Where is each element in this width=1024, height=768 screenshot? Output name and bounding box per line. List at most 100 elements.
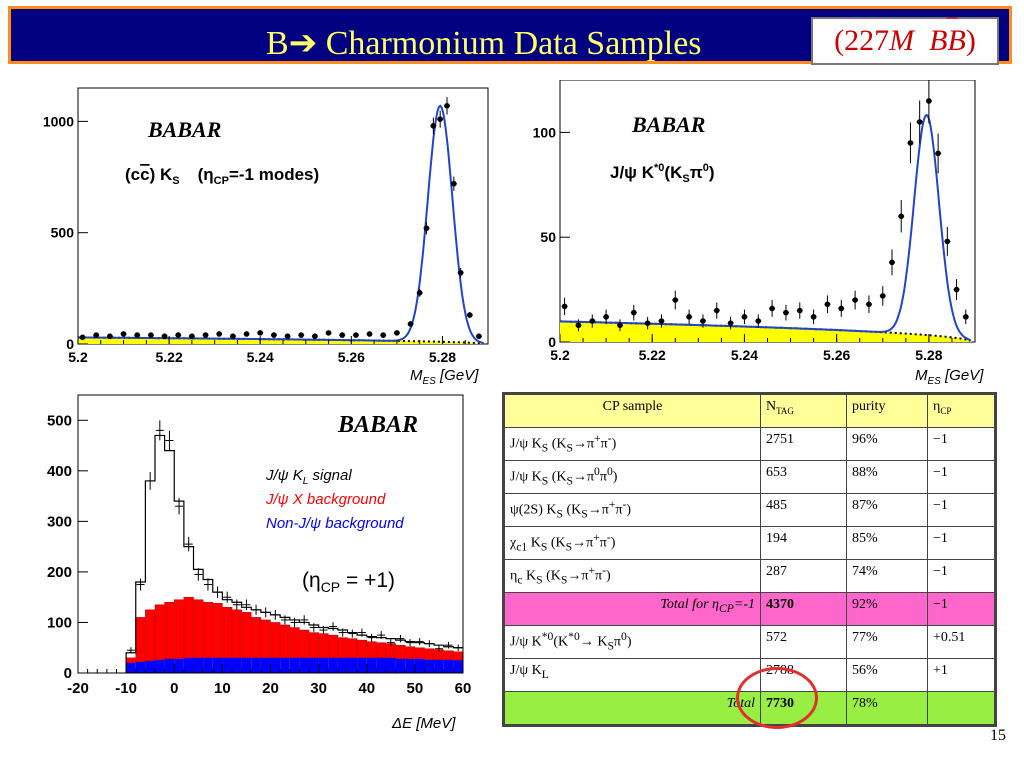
y-tick-label: 200 (47, 564, 72, 581)
y-tick-label: 500 (47, 412, 72, 429)
total-label: Total (503, 691, 761, 726)
data-point (796, 307, 803, 314)
purity-cell: 85% (846, 526, 928, 560)
data-point (916, 119, 923, 125)
x-axis-label: MES [GeV] (410, 367, 479, 385)
sample-cell: ψ(2S) KS (KS→π+π-) (503, 493, 761, 527)
non-jpsi-bar (212, 657, 223, 673)
eta-cell: −1 (927, 559, 996, 593)
data-point (257, 330, 264, 336)
chart-label: (cc) KS (ηCP=-1 modes) (125, 165, 319, 187)
jpsi-x-bar (328, 634, 339, 659)
ntag-cell: 572 (760, 625, 847, 659)
non-jpsi-bar (260, 657, 271, 673)
total-cp-odd-eta: −1 (927, 592, 996, 626)
y-tick-label: 0 (66, 336, 74, 352)
data-point (630, 309, 637, 316)
eta-cell: −1 (927, 460, 996, 494)
total-histogram (125, 434, 463, 673)
data-point (451, 180, 457, 187)
jpsi-x-bar (251, 617, 262, 659)
jpsi-x-bar (318, 633, 329, 659)
non-jpsi-bar (232, 657, 242, 673)
jpsi-x-bar (279, 624, 290, 659)
data-point (148, 332, 154, 338)
jpsi-x-bar (193, 599, 204, 659)
non-jpsi-bar (337, 657, 348, 673)
data-point (824, 301, 831, 308)
data-point (120, 331, 127, 337)
sample-cell: χc1 KS (KS→π+π-) (503, 526, 761, 560)
non-jpsi-bar (414, 658, 425, 673)
jpsi-x-bar (212, 602, 223, 659)
data-point (866, 301, 872, 308)
data-point (161, 333, 168, 340)
purity-cell: 77% (846, 625, 928, 659)
eta-cell: +1 (927, 658, 996, 692)
data-point (644, 320, 651, 326)
x-tick-label: 60 (455, 680, 472, 697)
non-jpsi-bar (222, 657, 232, 673)
data-point (230, 333, 236, 340)
non-jpsi-bar (299, 657, 309, 673)
data-point (953, 286, 960, 293)
data-point (769, 305, 775, 312)
data-point (879, 293, 886, 299)
data-point (243, 331, 250, 337)
ntag-cell: 485 (760, 493, 847, 527)
data-point (727, 320, 734, 326)
x-tick-label: 5.22 (155, 349, 182, 365)
jpsi-x-bar (337, 637, 348, 659)
x-tick-label: 20 (262, 680, 279, 697)
total-cp-odd-label: Total for ηCP=-1 (503, 592, 761, 626)
fit-curve (78, 104, 485, 345)
total-highlight-circle (736, 667, 818, 729)
data-point (476, 333, 482, 340)
data-point (202, 332, 209, 338)
header-cp-sample: CP sample (503, 393, 761, 428)
jpsi-x-bar (376, 642, 387, 659)
non-jpsi-bar (386, 657, 396, 673)
jpsi-x-bar (453, 651, 464, 661)
ntag-cell: 2751 (760, 427, 847, 461)
x-tick-label: 0 (170, 680, 178, 697)
chart-label: J/ψ K*0(KSπ0) (610, 162, 715, 185)
data-point (107, 333, 113, 340)
jpsi-x-bar (308, 632, 319, 659)
data-point (700, 318, 706, 324)
non-jpsi-bar (357, 657, 367, 673)
table-row: ψ(2S) KS (KS→π+π-) 485 87% −1 (503, 493, 996, 527)
data-point (271, 332, 277, 338)
total-cp-odd-row: Total for ηCP=-1 4370 92% −1 (503, 592, 996, 626)
x-tick-label: 5.28 (429, 349, 456, 365)
sample-cell: ηc KS (KS→π+π-) (503, 559, 761, 593)
x-axis-label: ΔE [MeV] (391, 715, 456, 732)
sample-cell: J/ψ KL (503, 658, 761, 692)
non-jpsi-bar (405, 658, 415, 673)
jpsi-x-bar (135, 617, 146, 663)
data-point (457, 269, 464, 276)
data-point (444, 103, 450, 109)
data-point (935, 150, 941, 157)
jpsi-x-bar (183, 596, 194, 659)
x-tick-label: 5.2 (68, 349, 88, 365)
data-point (810, 314, 817, 320)
header-ntag: NTAG (760, 393, 847, 428)
sample-cell: J/ψ KS (KS→π0π0) (503, 460, 761, 494)
x-tick-label: 40 (358, 680, 375, 697)
data-point (783, 309, 789, 316)
eta-cell: −1 (927, 493, 996, 527)
table-row: ηc KS (KS→π+π-) 287 74% −1 (503, 559, 996, 593)
data-point (189, 333, 195, 340)
data-point (944, 238, 951, 245)
jpsi-x-bar (289, 627, 300, 659)
jpsi-x-bar (260, 619, 271, 659)
data-point (216, 331, 223, 337)
data-point (962, 314, 969, 320)
data-point (658, 318, 665, 324)
eta-cell: −1 (927, 526, 996, 560)
header-purity: purity (846, 393, 928, 428)
data-point (603, 314, 609, 320)
non-jpsi-bar (251, 657, 261, 673)
non-jpsi-bar (270, 657, 281, 673)
